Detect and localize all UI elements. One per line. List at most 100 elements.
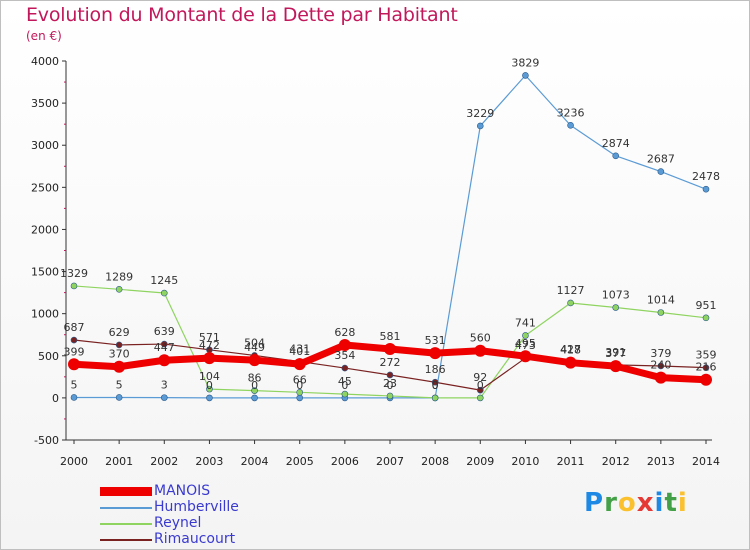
y-tick-label: -500: [34, 434, 59, 447]
legend-swatch-humberville: [100, 507, 152, 509]
data-point-reynel: [522, 332, 529, 339]
data-label-rimaucourt: 272: [380, 356, 401, 369]
legend-label-humberville: Humberville: [154, 499, 239, 515]
data-label-manois: 216: [696, 361, 717, 374]
legend-label-rimaucourt: Rimaucourt: [154, 531, 236, 547]
data-label-reynel: 1073: [602, 289, 630, 302]
x-tick-label: 2014: [692, 455, 720, 468]
data-point-humberville: [612, 152, 620, 160]
data-label-manois: 418: [560, 344, 581, 357]
data-point-humberville: [251, 394, 258, 402]
data-label-manois: 401: [289, 345, 310, 358]
data-label-rimaucourt: 354: [334, 349, 355, 362]
data-point-reynel: [702, 314, 710, 322]
data-label-reynel: 23: [383, 377, 397, 390]
data-point-humberville: [522, 72, 529, 79]
data-point-humberville: [296, 394, 304, 402]
data-label-humberville: 2478: [692, 170, 720, 183]
data-label-humberville: 0: [432, 379, 439, 392]
data-label-manois: 240: [650, 359, 671, 372]
x-tick-label: 2009: [466, 455, 494, 468]
x-tick-label: 2010: [511, 455, 539, 468]
y-tick-label: 4000: [31, 55, 59, 68]
data-point-reynel: [70, 282, 78, 290]
y-tick-label: 2000: [31, 223, 59, 236]
data-point-reynel: [476, 394, 484, 402]
y-tick-label: 3000: [31, 139, 59, 152]
data-point-manois: [429, 347, 442, 360]
data-label-manois: 495: [515, 337, 536, 350]
data-label-humberville: 0: [341, 379, 348, 392]
legend-label-manois: MANOIS: [154, 483, 211, 499]
chart-unit: (en €): [26, 29, 62, 43]
data-label-reynel: 66: [293, 373, 307, 386]
data-label-reynel: 45: [338, 375, 352, 388]
data-point-rimaucourt: [702, 364, 710, 371]
legend-swatch-manois: [100, 487, 152, 496]
data-label-reynel: 1245: [150, 274, 178, 287]
data-label-rimaucourt: 431: [289, 343, 310, 356]
data-point-rimaucourt: [657, 362, 665, 370]
data-point-humberville: [657, 168, 665, 175]
legend-label-reynel: Reynel: [154, 515, 202, 531]
data-point-manois: [384, 342, 396, 355]
data-label-manois: 628: [334, 326, 355, 339]
data-label-manois: 377: [605, 347, 626, 360]
data-label-humberville: 3236: [557, 106, 585, 119]
data-point-humberville: [206, 394, 213, 402]
data-point-humberville: [567, 122, 574, 129]
x-tick-label: 2013: [647, 455, 675, 468]
data-point-reynel: [251, 387, 258, 394]
data-point-manois: [609, 360, 622, 373]
x-tick-label: 2001: [105, 455, 133, 468]
data-point-reynel: [657, 309, 665, 316]
x-tick-label: 2000: [60, 455, 88, 468]
data-point-rimaucourt: [476, 386, 484, 394]
data-point-manois: [519, 350, 532, 363]
y-tick-label: 500: [38, 350, 59, 363]
data-label-rimaucourt: 639: [154, 325, 175, 338]
x-tick-label: 2007: [376, 455, 404, 468]
chart-title: Evolution du Montant de la Dette par Hab…: [26, 4, 458, 26]
y-tick-label: 0: [52, 392, 59, 405]
legend-swatch-reynel: [100, 523, 152, 525]
data-point-rimaucourt: [341, 364, 349, 372]
data-point-manois: [700, 373, 712, 386]
data-point-manois: [338, 338, 351, 351]
data-label-humberville: 0: [251, 379, 258, 392]
data-point-humberville: [115, 394, 123, 401]
data-label-rimaucourt: 629: [109, 326, 130, 339]
data-label-manois: 581: [380, 330, 401, 343]
data-label-reynel: 104: [199, 370, 220, 383]
data-label-rimaucourt: 427: [560, 343, 581, 356]
data-label-manois: 399: [64, 345, 85, 358]
data-point-reynel: [206, 385, 213, 393]
data-point-rimaucourt: [386, 371, 394, 379]
x-tick-label: 2008: [421, 455, 449, 468]
data-label-reynel: 1014: [647, 293, 675, 306]
x-tick-label: 2006: [331, 455, 359, 468]
data-label-manois: 560: [470, 332, 491, 345]
x-tick-label: 2004: [241, 455, 269, 468]
x-tick-label: 2003: [195, 455, 223, 468]
data-point-reynel: [612, 304, 620, 311]
data-label-humberville: 3: [161, 379, 168, 392]
y-tick-label: 2500: [31, 181, 59, 194]
y-tick-label: 1000: [31, 308, 59, 321]
data-point-manois: [564, 356, 577, 369]
data-point-reynel: [431, 394, 439, 402]
data-point-rimaucourt: [115, 341, 123, 349]
x-tick-label: 2005: [286, 455, 314, 468]
data-label-humberville: 5: [116, 378, 123, 391]
data-point-manois: [158, 354, 171, 367]
data-point-manois: [248, 354, 261, 367]
data-label-rimaucourt: 504: [244, 336, 265, 349]
data-point-manois: [113, 360, 126, 373]
data-point-humberville: [702, 185, 710, 193]
data-label-rimaucourt: 92: [473, 371, 487, 384]
data-label-humberville: 0: [387, 379, 394, 392]
data-point-reynel: [386, 392, 394, 400]
data-label-reynel: 0: [477, 379, 484, 392]
data-point-manois: [68, 358, 80, 371]
